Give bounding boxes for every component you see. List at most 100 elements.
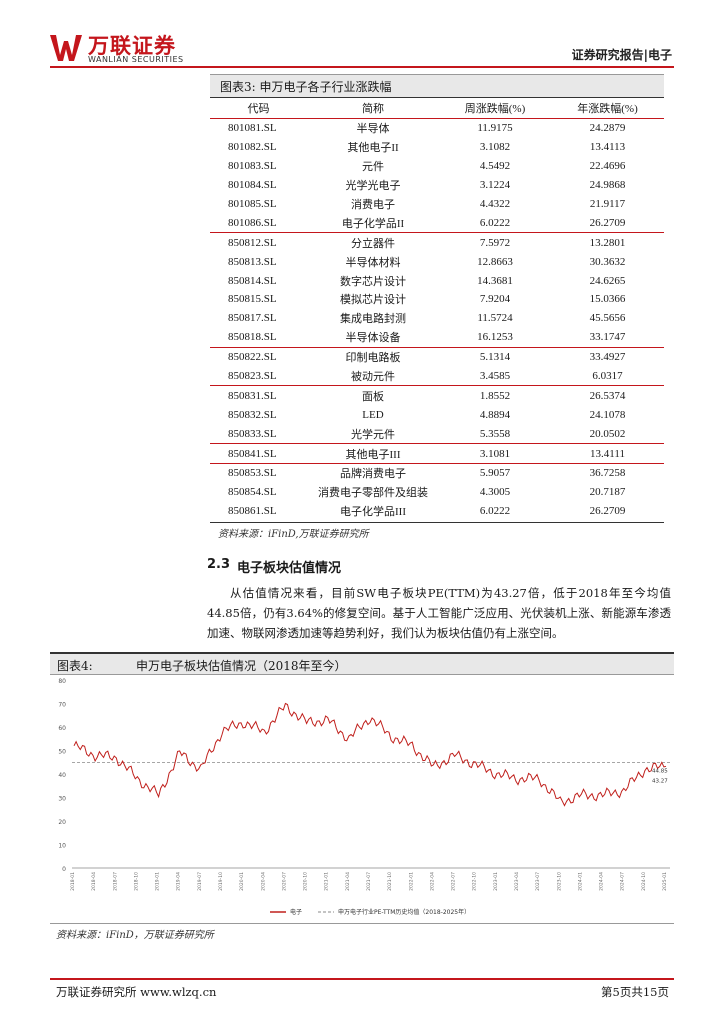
cell-name: 集成电路封测 [340,313,406,326]
y-tick-label: 60 [58,725,66,732]
cell-code: 850823.SL [228,370,277,383]
cell-name: 其他电子III [307,443,439,464]
cell-code: 850861.SL [228,505,277,518]
cell-week-change: 5.3558 [479,427,511,440]
table-header-row: 代码 简称 周涨跌幅(%) 年涨跌幅(%) [210,98,664,119]
x-tick-label: 2024-01 [577,872,583,891]
table-row: 850822.SL 印制电路板 5.1314 33.4927 [210,346,664,367]
cell-name: 消费电子 [351,199,395,211]
x-tick-label: 2018-10 [133,872,139,891]
cell-name: 其他电子II [347,142,399,155]
table-row: 850812.SL 分立器件 7.5972 13.2801 [210,232,664,253]
cell-week-change: 11.5724 [477,312,513,325]
cell-week-change: 7.5972 [439,232,551,253]
cell-year-change: 13.4113 [589,141,626,154]
table-title-bar: 图表3: 申万电子各子行业涨跌幅 [210,75,664,98]
cell-code: 801086.SL [228,216,277,229]
cell-week-change: 1.8552 [439,385,551,406]
cell-code: 850812.SL [210,232,307,253]
x-tick-label: 2020-04 [260,872,266,891]
cell-name: 半导体材料 [345,256,401,269]
cell-name: 消费电子零部件及组装 [318,487,428,500]
x-tick-label: 2021-04 [345,872,351,891]
cell-year-change: 26.5374 [551,385,664,406]
col-header-code: 代码 [210,98,307,119]
cell-name: 光学元件 [351,428,395,441]
x-tick-label: 2018-04 [91,872,97,891]
cell-code: 850831.SL [210,385,307,406]
subindustry-table-box: 图表3: 申万电子各子行业涨跌幅 代码 简称 周涨跌幅(%) 年涨跌幅(%) 8… [210,74,664,523]
x-tick-label: 2018-07 [112,872,118,891]
x-tick-label: 2022-01 [408,872,414,891]
cell-year-change: 24.9868 [589,179,626,192]
col-header-year: 年涨跌幅(%) [551,98,664,119]
table-body: 801081.SL 半导体 11.9175 24.2879 801082.SL 其他电子I… [210,119,664,521]
cell-code: 850841.SL [210,443,307,464]
cell-year-change: 13.4111 [551,443,664,464]
cell-week-change: 3.1082 [479,141,511,154]
cell-week-change: 6.0222 [479,505,511,518]
subindustry-table: 代码 简称 周涨跌幅(%) 年涨跌幅(%) 801081.SL 半导体 11.917… [210,98,664,521]
cell-year-change: 22.4696 [589,160,626,173]
figure-title-bar [50,654,674,675]
cell-name: 分立器件 [307,232,439,253]
cell-week-change: 6.0222 [479,216,511,229]
table-row: 850814.SL 数字芯片设计 14.3681 24.6265 [210,271,664,290]
x-tick-label: 2020-07 [281,872,287,891]
series-line-electronics [73,702,667,807]
x-tick-label: 2022-04 [429,872,435,891]
x-tick-label: 2024-10 [641,872,647,891]
table-row: 850854.SL 消费电子零部件及组装 4.3005 20.7187 [210,483,664,502]
cell-code: 801081.SL [228,122,277,135]
logo-mark [50,33,82,63]
col-header-name: 简称 [307,98,439,119]
cell-year-change: 24.6265 [589,274,626,287]
cell-week-change: 5.9057 [439,463,551,483]
table-row: 850823.SL 被动元件 3.4585 6.0317 [210,367,664,386]
cell-year-change: 33.1747 [589,331,626,344]
y-tick-label: 30 [58,796,66,803]
x-tick-label: 2023-07 [535,872,541,891]
col-header-week: 周涨跌幅(%) [439,98,551,119]
x-tick-label: 2021-07 [366,872,372,891]
cell-name: 半导体设备 [345,332,401,345]
cell-year-change: 24.2879 [589,122,626,135]
table-row: 801082.SL 其他电子II 3.1082 13.4113 [210,138,664,157]
x-tick-label: 2023-01 [493,872,499,891]
cell-name: 半导体 [356,123,390,136]
logo-subtext: WANLIAN SECURITIES [88,55,184,64]
cell-name: 电子化学品II [341,217,405,230]
cell-code: 850815.SL [228,293,277,306]
section-paragraph: 从估值情况来看，目前SW电子板块PE(TTM)为43.27倍，低于2018年至今… [207,586,671,640]
mean-value-label: 44.85 [652,769,668,775]
cell-year-change: 20.7187 [589,486,626,499]
cell-code: 850822.SL [210,346,307,367]
table-row: 850813.SL 半导体材料 12.8663 30.3632 [210,252,664,271]
cell-code: 801082.SL [228,141,277,154]
x-tick-label: 2020-10 [303,872,309,891]
x-tick-label: 2024-04 [599,872,605,891]
x-tick-label: 2022-10 [472,872,478,891]
x-tick-label: 2021-10 [387,872,393,891]
cell-code: 850833.SL [228,427,277,440]
page-number: 第5页共15页 [601,985,669,999]
cell-week-change: 7.9204 [479,293,511,306]
x-tick-label: 2019-01 [155,872,161,891]
x-tick-label: 2023-10 [556,872,562,891]
cell-year-change: 26.2709 [589,216,626,229]
cell-week-change: 14.3681 [477,274,513,287]
section-title: 电子板块估值情况 [237,561,342,576]
cell-code: 850814.SL [228,274,277,287]
table-row: 850817.SL 集成电路封测 11.5724 45.5656 [210,309,664,328]
cell-year-change: 21.9117 [589,198,626,210]
cell-year-change: 24.1078 [589,408,626,421]
table-row: 850833.SL 光学元件 5.3558 20.0502 [210,424,664,443]
table-title: 图表3: 申万电子各子行业涨跌幅 [220,80,392,94]
table-row: 850853.SL 品牌消费电子 5.9057 36.7258 [210,463,664,483]
cell-week-change: 3.4585 [479,370,511,383]
x-tick-label: 2019-10 [218,872,224,891]
cell-week-change: 11.9175 [477,122,513,135]
figure-top-rule [50,652,674,654]
y-tick-label: 50 [58,749,66,756]
y-tick-label: 10 [58,843,66,850]
